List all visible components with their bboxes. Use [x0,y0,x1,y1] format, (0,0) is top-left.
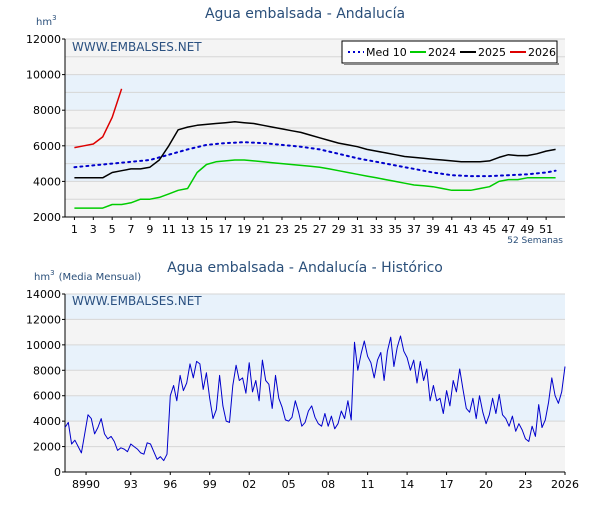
history-unit-label: hm3 (Media Mensual) [34,269,141,283]
y-tick-label: 12000 [26,33,61,46]
weekly-chart-title: Agua embalsada - Andalucía [205,6,405,22]
x-tick-label: 25 [294,223,308,236]
x-tick-label: 39 [426,223,440,236]
weekly-watermark: WWW.EMBALSES.NET [72,40,202,54]
plot-band [65,74,565,93]
x-tick-label: 1 [71,223,78,236]
plot-band [65,294,565,320]
x-tick-label: 3 [90,223,97,236]
x-tick-label: 45 [483,223,497,236]
y-tick-label: 14000 [26,288,61,301]
x-tick-label: 9 [146,223,153,236]
x-tick-label: 19 [237,223,251,236]
x-tick-label: 02 [242,478,256,491]
plot-background [65,294,565,472]
y-tick-label: 10000 [26,69,61,82]
x-tick-label: 23 [275,223,289,236]
weekly-legend: Med 10 2024 2025 2026 [341,40,559,65]
y-tick-label: 12000 [26,313,61,326]
y-tick-label: 8000 [33,364,61,377]
plot-band [65,344,565,371]
plot-band [65,92,565,111]
x-tick-label: 7 [128,223,135,236]
weekly-chart: Agua embalsada - Andalucía hm3 120001000… [26,6,565,246]
x-tick-label: 21 [256,223,270,236]
x-tick-label: 13 [181,223,195,236]
x-tick-label: 93 [124,478,138,491]
y-tick-label: 2000 [33,211,61,224]
x-tick-label: 51 [539,223,553,236]
y-tick-label: 6000 [33,140,61,153]
x-tick-label: 11 [361,478,375,491]
x-tick-label: 31 [350,223,364,236]
x-tick-label: 17 [218,223,232,236]
history-chart-title: Agua embalsada - Andalucía - Histórico [167,260,443,276]
x-tick-label: 05 [282,478,296,491]
series-line-med-10 [73,141,557,178]
weekly-x-axis-label: 52 Semanas [507,236,563,246]
x-tick-label: 27 [313,223,327,236]
x-tick-label: 17 [440,478,454,491]
y-tick-label: 2000 [33,441,61,454]
y-tick-label: 0 [54,466,61,479]
legend-label-2025: 2025 [478,46,506,59]
x-tick-label: 14 [400,478,414,491]
x-tick-label: 23 [519,478,533,491]
x-tick-label: 08 [321,478,335,491]
x-tick-label: 35 [388,223,402,236]
series-line-hist-rico [64,335,566,462]
legend-label-2024: 2024 [428,46,456,59]
x-tick-label: 8990 [72,478,100,491]
history-watermark: WWW.EMBALSES.NET [72,294,202,308]
x-tick-label: 47 [501,223,515,236]
x-tick-label: 99 [203,478,217,491]
y-tick-label: 4000 [33,415,61,428]
x-tick-label: 41 [445,223,459,236]
weekly-unit-label: hm3 [36,14,57,28]
plot-band [65,163,565,182]
x-tick-label: 15 [200,223,214,236]
y-tick-label: 4000 [33,175,61,188]
x-tick-label: 49 [520,223,534,236]
y-tick-label: 6000 [33,390,61,403]
x-tick-label: 96 [163,478,177,491]
x-tick-label: 33 [369,223,383,236]
legend-label-med10: Med 10 [366,46,407,59]
x-tick-label: 37 [407,223,421,236]
legend-shadow [344,63,559,65]
series-line-2025 [74,121,556,179]
x-tick-label: 20 [479,478,493,491]
y-tick-label: 8000 [33,104,61,117]
series-line-2024 [74,159,556,209]
x-tick-label: 2026 [551,478,579,491]
x-tick-label: 5 [109,223,116,236]
y-tick-label: 10000 [26,339,61,352]
x-tick-label: 43 [464,223,478,236]
history-chart: Agua embalsada - Andalucía - Histórico h… [26,260,579,491]
legend-label-2026: 2026 [528,46,556,59]
series-line-2026 [74,88,123,149]
x-tick-label: 29 [332,223,346,236]
x-tick-label: 11 [162,223,176,236]
